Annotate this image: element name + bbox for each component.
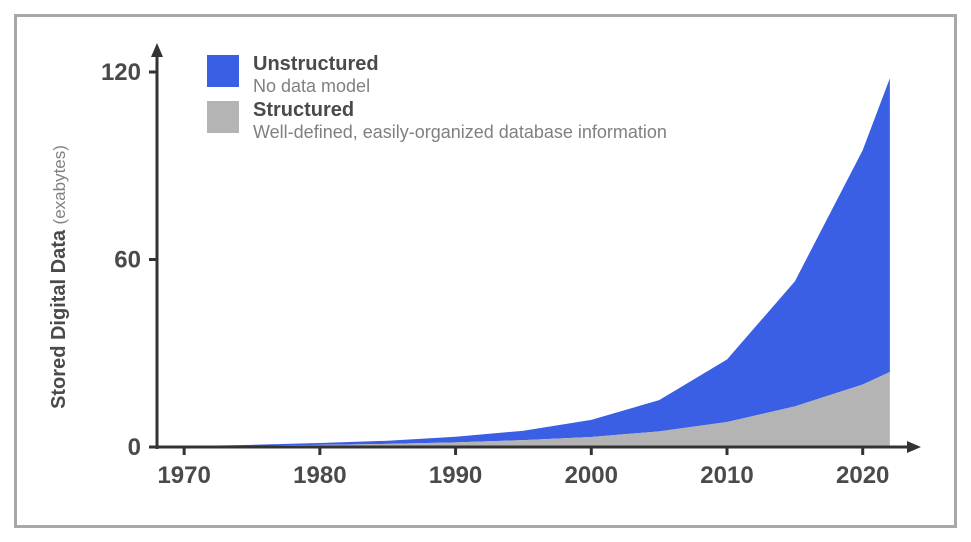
outer-frame: 0 60 120 1970 1980 1990 2000 2010 2020 Stored Dig… bbox=[0, 0, 971, 542]
y-tick-label: 0 bbox=[128, 434, 141, 461]
y-tick-label: 120 bbox=[101, 59, 141, 86]
y-axis-arrow bbox=[151, 43, 163, 57]
x-tick-label: 2000 bbox=[565, 462, 618, 489]
x-tick-label: 2020 bbox=[836, 462, 889, 489]
x-tick-label: 1980 bbox=[293, 462, 346, 489]
x-tick-label: 1990 bbox=[429, 462, 482, 489]
legend-title-unstructured: Unstructured bbox=[253, 53, 379, 75]
y-axis-label: Stored Digital Data (exabytes) bbox=[48, 145, 70, 409]
area-chart: 0 60 120 1970 1980 1990 2000 2010 2020 Stored Dig… bbox=[17, 17, 954, 525]
x-tick-label: 1970 bbox=[157, 462, 210, 489]
legend-sub-unstructured: No data model bbox=[253, 76, 370, 96]
legend-swatch-structured bbox=[207, 101, 239, 133]
x-tick-label: 2010 bbox=[700, 462, 753, 489]
legend-sub-structured: Well-defined, easily-organized database … bbox=[253, 122, 667, 142]
y-tick-label: 60 bbox=[114, 247, 141, 274]
x-axis-arrow bbox=[907, 441, 921, 453]
legend-swatch-unstructured bbox=[207, 55, 239, 87]
chart-frame: 0 60 120 1970 1980 1990 2000 2010 2020 Stored Dig… bbox=[14, 14, 957, 528]
legend-title-structured: Structured bbox=[253, 99, 354, 121]
